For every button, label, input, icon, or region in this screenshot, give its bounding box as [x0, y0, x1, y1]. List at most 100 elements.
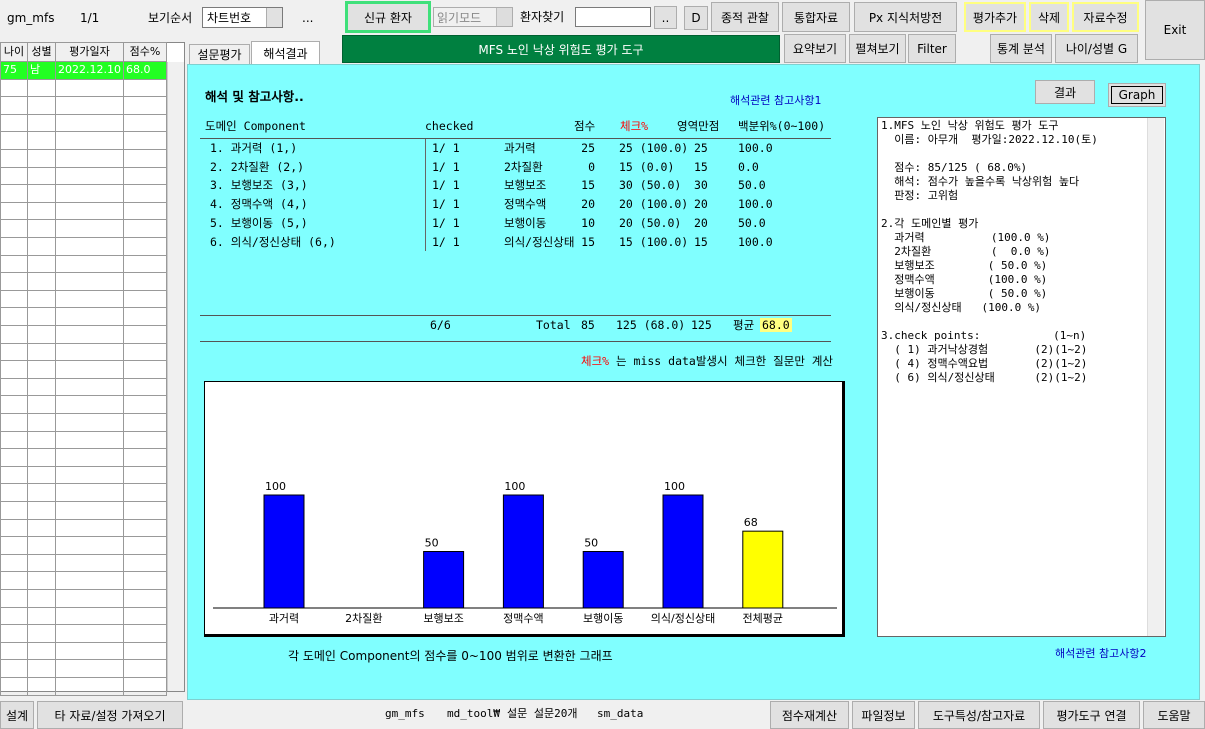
- new-patient-button[interactable]: 신규 환자: [345, 1, 431, 33]
- list-cell: [27, 448, 56, 467]
- select-arrow[interactable]: [496, 8, 512, 26]
- note-highlight: 체크%: [581, 354, 610, 368]
- reference-link: 해석관련 참고사항2: [1055, 647, 1147, 660]
- list-cell: [55, 219, 124, 238]
- filter-button[interactable]: Filter: [908, 34, 956, 63]
- report-line: 의식/정신상태 (100.0 %): [881, 301, 1042, 314]
- list-cell: [27, 589, 56, 608]
- select-arrow[interactable]: [266, 8, 282, 27]
- tab[interactable]: 설문평가: [189, 44, 250, 64]
- expand-button[interactable]: 펼쳐보기: [849, 34, 906, 63]
- list-cell: [0, 272, 28, 291]
- list-cell: [0, 624, 28, 643]
- list-cell: [55, 589, 124, 608]
- link-button[interactable]: 평가도구 연결: [1043, 701, 1140, 729]
- list-cell: [0, 78, 28, 98]
- integrated-button[interactable]: 통합자료: [782, 2, 850, 32]
- list-cell: [27, 237, 56, 256]
- list-cell: [27, 149, 56, 168]
- age-sex-button[interactable]: 나이/성별 G: [1055, 34, 1138, 63]
- sort-select[interactable]: 차트번호: [202, 7, 283, 28]
- list-cell: [123, 677, 167, 696]
- list-cell: [55, 254, 124, 274]
- list-cell: [123, 413, 167, 432]
- edit-button[interactable]: 자료수정: [1072, 2, 1139, 32]
- stats-button[interactable]: 통계 분석: [990, 34, 1052, 63]
- panel-heading: 해석 및 참고사항..: [205, 89, 304, 104]
- list-cell: [27, 325, 56, 344]
- list-cell: [123, 483, 167, 502]
- note: 체크% 는 miss data발생시 체크한 질문만 계산: [581, 354, 833, 368]
- list-cell: [0, 219, 28, 238]
- table-cell: 5. 보행이동 (5,): [210, 216, 308, 231]
- exit-button[interactable]: Exit: [1145, 0, 1205, 60]
- list-cell: [0, 448, 28, 467]
- list-cell: [123, 465, 167, 485]
- result-button[interactable]: 결과: [1035, 80, 1095, 104]
- table-header: 백분위%(0~100): [738, 119, 826, 133]
- list-cell: [27, 413, 56, 432]
- report-line: 해석: 점수가 높을수록 낙상위험 높다: [881, 175, 1080, 188]
- tool-info-button[interactable]: 도구특성/참고자료: [918, 701, 1040, 729]
- list-cell: [0, 501, 28, 520]
- average-label: 평균: [733, 318, 755, 332]
- chart-caption: 각 도메인 Component의 점수를 0~100 범위로 변환한 그래프: [288, 649, 613, 663]
- report-line: 3.check points: (1~n): [881, 329, 1087, 342]
- list-cell: [27, 78, 56, 98]
- total-max: 125: [691, 318, 712, 332]
- graph-button[interactable]: Graph: [1108, 83, 1166, 107]
- list-cell: 2022.12.10: [55, 61, 124, 80]
- list-cell: [0, 166, 28, 186]
- list-header: 나이: [0, 42, 28, 62]
- table-cell: 1/ 1: [432, 141, 460, 155]
- list-cell: [123, 149, 167, 168]
- table-cell: 2. 2차질환 (2,): [210, 159, 305, 174]
- table-cell: 20: [581, 196, 595, 211]
- design-button[interactable]: 설계: [0, 701, 34, 729]
- list-cell: 68.0: [123, 61, 167, 80]
- longitudinal-button[interactable]: 종적 관찰: [711, 2, 779, 32]
- px-button[interactable]: Px 지식처방전: [854, 2, 957, 32]
- list-cell: [55, 518, 124, 538]
- search-input[interactable]: [575, 7, 651, 27]
- list-cell: [27, 166, 56, 186]
- search-button[interactable]: ..: [654, 6, 677, 29]
- help-button[interactable]: 도움말: [1143, 701, 1205, 729]
- tab-active[interactable]: 해석결과: [251, 41, 320, 65]
- status-item: md_tool₩: [447, 707, 500, 720]
- bar: [742, 530, 784, 609]
- delete-button[interactable]: 삭제: [1029, 2, 1069, 32]
- list-cell: [55, 413, 124, 432]
- recalc-button[interactable]: 점수재계산: [770, 701, 849, 729]
- list-header: 점수%: [123, 42, 167, 62]
- list-cell: [55, 465, 124, 485]
- category-label: 보행이동: [583, 612, 623, 625]
- table-cell: 4. 정맥수액 (4,): [210, 196, 308, 211]
- import-button[interactable]: 타 자료/설정 가져오기: [37, 701, 183, 729]
- table-cell: 6. 의식/정신상태 (6,): [210, 235, 336, 249]
- table-cell: 10: [581, 216, 595, 231]
- category-label: 의식/정신상태: [651, 612, 715, 625]
- summary-button[interactable]: 요약보기: [784, 34, 846, 63]
- report-box: [877, 117, 1166, 637]
- table-cell: 50.0: [738, 216, 766, 231]
- file-info-button[interactable]: 파일정보: [852, 701, 915, 729]
- mode-select[interactable]: 읽기모드: [433, 7, 513, 27]
- sort-label: 보기순서: [148, 11, 193, 25]
- table-cell: 1/ 1: [432, 216, 460, 231]
- report-line: 2차질환 ( 0.0 %): [881, 245, 1051, 258]
- table-header: checked: [425, 119, 474, 133]
- list-cell: [55, 641, 124, 661]
- list-cell: [123, 166, 167, 186]
- page-indicator: 1/1: [80, 11, 100, 25]
- list-cell: [55, 166, 124, 186]
- list-cell: [27, 131, 56, 150]
- add-eval-button[interactable]: 평가추가: [964, 2, 1026, 32]
- list-cell: [0, 377, 28, 397]
- d-button[interactable]: D: [684, 6, 708, 30]
- list-cell: [123, 360, 167, 379]
- list-cell: [123, 606, 167, 626]
- reference-link: 해석관련 참고사항1: [730, 94, 822, 107]
- table-cell: 1/ 1: [432, 178, 460, 193]
